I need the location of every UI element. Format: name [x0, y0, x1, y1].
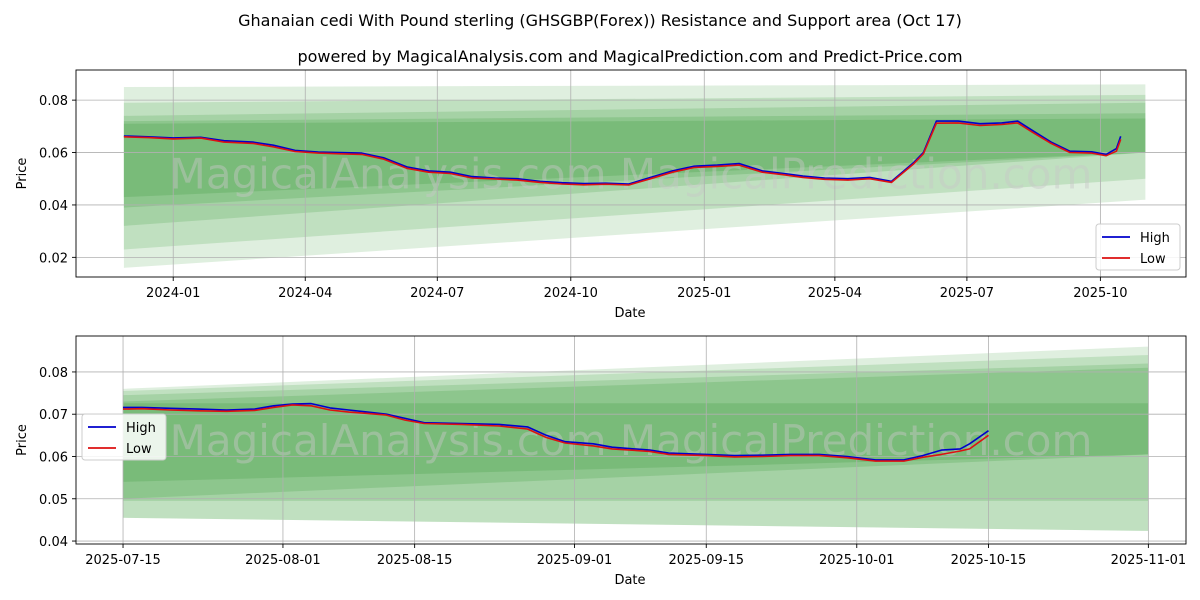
series-line-low: [122, 404, 989, 462]
grid: [76, 336, 1186, 544]
resistance-support-band: [123, 94, 1146, 250]
y-tick-label: 0.05: [39, 493, 68, 508]
x-tick-label: 2025-09-01: [537, 553, 613, 568]
series-line-low: [123, 122, 1122, 186]
y-tick-label: 0.06: [39, 450, 68, 465]
series-line-high: [123, 402, 989, 461]
x-tick-label: 2025-04: [808, 286, 862, 301]
x-tick-label: 2025-01: [677, 286, 731, 301]
resistance-support-band: [123, 363, 1149, 501]
x-tick-label: 2025-08-01: [245, 553, 321, 568]
grid: [76, 70, 1186, 277]
band-group: [123, 84, 1146, 268]
figure-subtitle: powered by MagicalAnalysis.com and Magic…: [297, 47, 962, 66]
plot-frame: [75, 335, 1187, 545]
legend-label-high: High: [126, 421, 156, 436]
x-tick-label: 2025-10-01: [819, 553, 895, 568]
resistance-support-band: [123, 403, 1149, 482]
watermark-text: MagicalAnalysis.com MagicalPrediction.co…: [170, 416, 1093, 465]
x-tick-label: 2024-07: [410, 286, 464, 301]
x-tick-label: 2025-07-15: [85, 553, 161, 568]
watermark-text: MagicalAnalysis.com MagicalPrediction.co…: [170, 150, 1093, 199]
resistance-support-band: [123, 355, 1149, 531]
y-tick-label: 0.06: [39, 147, 68, 162]
resistance-support-band: [123, 367, 1149, 499]
y-axis-label: Price: [15, 158, 30, 190]
resistance-support-band: [123, 346, 1149, 531]
series-group: [122, 402, 989, 462]
series-line-high: [123, 120, 1122, 185]
y-tick-label: 0.04: [39, 199, 68, 214]
legend-label-low: Low: [126, 442, 152, 457]
y-tick-label: 0.08: [39, 94, 68, 109]
x-tick-label: 2024-10: [544, 286, 598, 301]
band-group: [123, 346, 1149, 531]
x-tick-label: 2025-07: [940, 286, 994, 301]
resistance-support-band: [123, 113, 1146, 208]
x-tick-label: 2024-04: [278, 286, 332, 301]
legend: High Low: [1095, 223, 1181, 271]
y-axis-label: Price: [15, 424, 30, 456]
y-tick-label: 0.08: [39, 366, 68, 381]
x-tick-label: 2025-11-01: [1111, 553, 1187, 568]
x-tick-label: 2024-01: [146, 286, 200, 301]
plot-frame: [75, 69, 1187, 278]
series-group: [123, 120, 1122, 186]
top-panel: MagicalAnalysis.com MagicalPrediction.co…: [15, 69, 1187, 321]
resistance-support-band: [123, 84, 1146, 268]
legend: High Low: [81, 413, 167, 461]
figure-title: Ghanaian cedi With Pound sterling (GHSGB…: [238, 11, 962, 30]
x-tick-label: 2025-10: [1073, 286, 1127, 301]
y-tick-label: 0.02: [39, 251, 68, 266]
x-tick-label: 2025-08-15: [377, 553, 453, 568]
resistance-support-band: [123, 118, 1146, 198]
y-tick-label: 0.04: [39, 535, 68, 550]
x-axis-label: Date: [614, 306, 645, 321]
x-axis-label: Date: [614, 573, 645, 588]
bottom-panel: MagicalAnalysis.com MagicalPrediction.co…: [15, 335, 1187, 588]
y-tick-label: 0.07: [39, 408, 68, 423]
resistance-support-band: [123, 102, 1146, 226]
x-tick-label: 2025-10-15: [951, 553, 1027, 568]
x-tick-label: 2025-09-15: [668, 553, 744, 568]
legend-label-low: Low: [1140, 252, 1166, 267]
legend-label-high: High: [1140, 231, 1170, 246]
